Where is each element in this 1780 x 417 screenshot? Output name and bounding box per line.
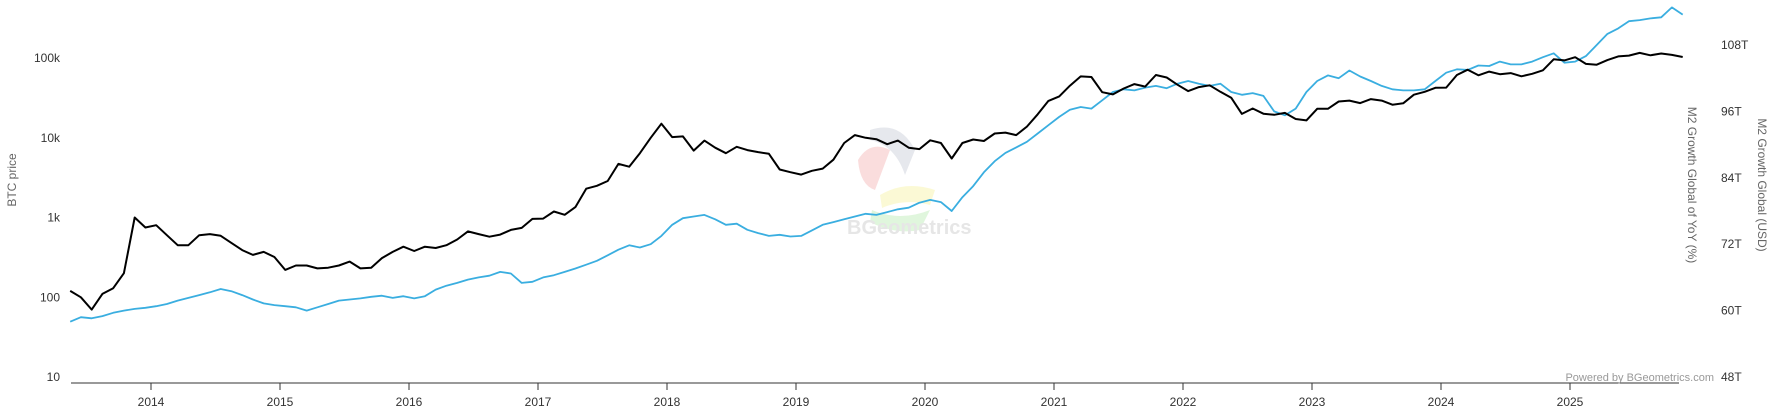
- watermark-text: BGeometrics: [847, 217, 972, 239]
- y-right-tick-label: 84T: [1721, 171, 1742, 185]
- x-tick-label: 2025: [1557, 395, 1584, 409]
- y-right-tick-label: 96T: [1721, 104, 1742, 118]
- x-tick-label: 2019: [783, 395, 810, 409]
- y-left-tick-label: 100k: [34, 51, 61, 65]
- y-right-title-usd: M2 Growth Global (USD): [1755, 118, 1769, 251]
- powered-by-credit[interactable]: Powered by BGeometrics.com: [1565, 372, 1714, 384]
- y-left-tick-label: 1k: [47, 211, 61, 225]
- y-right-tick-label: 48T: [1721, 370, 1742, 384]
- y-right-tick-label: 72T: [1721, 237, 1742, 251]
- x-tick-label: 2023: [1299, 395, 1326, 409]
- x-tick-label: 2016: [396, 395, 423, 409]
- y-right-tick-label: 60T: [1721, 304, 1742, 318]
- x-tick-label: 2014: [138, 395, 165, 409]
- x-tick-label: 2017: [525, 395, 552, 409]
- m2-global-line: [69, 6, 1684, 323]
- x-tick-label: 2015: [267, 395, 294, 409]
- y-right-title-yoy: M2 Growth Global of YoY (%): [1685, 107, 1699, 264]
- x-tick-label: 2020: [912, 395, 939, 409]
- y-left-tick-label: 10k: [41, 131, 61, 145]
- x-tick-label: 2018: [654, 395, 681, 409]
- y-left-tick-label: 10: [47, 370, 61, 384]
- y-right-tick-label: 108T: [1721, 38, 1749, 52]
- y-left-tick-label: 100: [40, 290, 60, 304]
- btc-price-line: [69, 51, 1683, 311]
- watermark-logo: [858, 127, 935, 232]
- x-tick-label: 2022: [1170, 395, 1197, 409]
- x-tick-label: 2021: [1041, 395, 1068, 409]
- y-left-title: BTC price: [5, 153, 19, 207]
- x-tick-label: 2024: [1428, 395, 1455, 409]
